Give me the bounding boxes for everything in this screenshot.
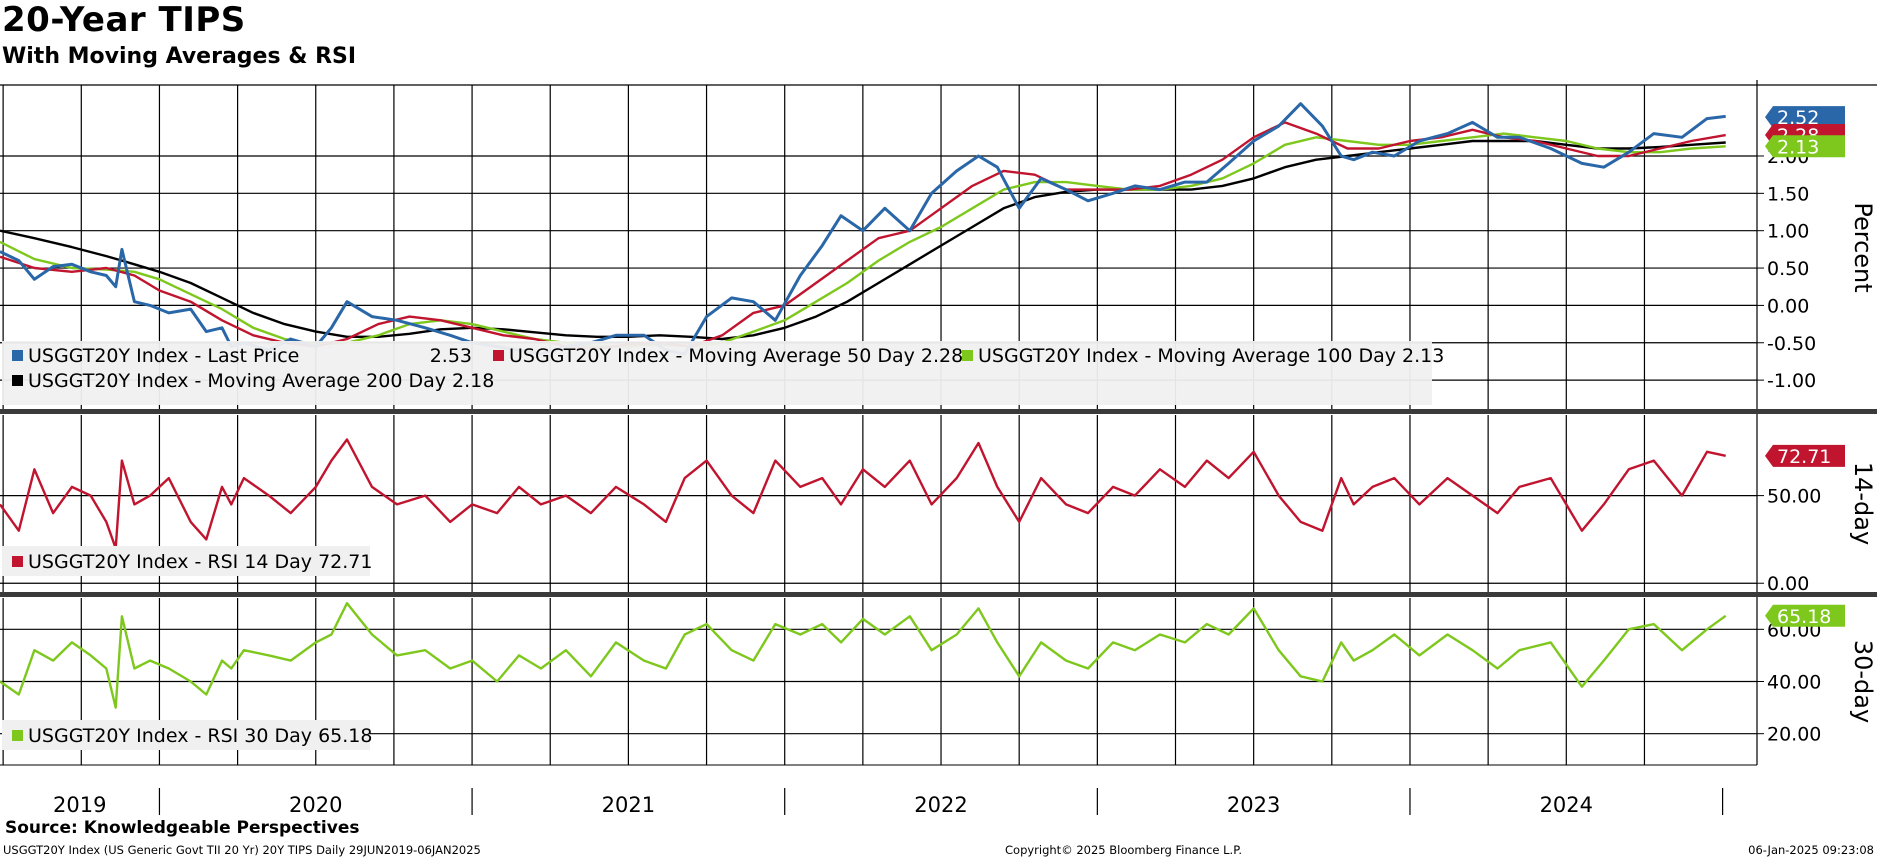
legend-bg — [2, 720, 370, 750]
y-tick-label: 0.50 — [1767, 258, 1809, 280]
legend-swatch — [962, 350, 973, 361]
y-tick-label: 0.00 — [1767, 295, 1809, 317]
value-tag-text: 65.18 — [1777, 606, 1831, 628]
value-tag: 2.52 — [1765, 106, 1845, 129]
series-line — [0, 602, 1727, 709]
legend-label: USGGT20Y Index - Moving Average 100 Day … — [978, 345, 1444, 367]
panel-separator — [0, 409, 1877, 414]
legend-value: 2.53 — [430, 345, 472, 367]
x-tick-label: 2020 — [289, 793, 342, 817]
x-tick-label: 2019 — [53, 793, 106, 817]
value-tag: 2.13 — [1765, 135, 1845, 158]
panel-rsi14: 50.00 0.00 14-day 72.71 USGGT20Y Index - RSI… — [0, 410, 1877, 595]
legend-label: USGGT20Y Index - Moving Average 200 Day … — [28, 370, 494, 392]
series-line — [0, 139, 1726, 341]
legend-swatch — [12, 556, 23, 567]
panel-separator — [0, 592, 1877, 597]
y-tick-label: -0.50 — [1767, 333, 1816, 355]
value-tag-text: 2.52 — [1777, 107, 1819, 129]
series-line — [0, 438, 1726, 550]
y-tick-label: 50.00 — [1767, 486, 1821, 508]
legend-label: USGGT20Y Index - Last Price — [28, 345, 299, 367]
source-note: Source: Knowledgeable Perspectives — [5, 818, 360, 838]
series-line — [0, 102, 1726, 356]
value-tag-bg — [1765, 604, 1845, 627]
x-axis: 2019 2020 2021 2022 2023 2024 — [0, 764, 1757, 817]
y-axis-label: 14-day — [1849, 462, 1877, 545]
legend-bg — [2, 341, 1432, 405]
value-tag-bg — [1765, 106, 1845, 129]
y-axis-label: Percent — [1849, 202, 1877, 292]
legend: USGGT20Y Index - RSI 30 Day 65.18 — [2, 720, 372, 750]
x-tick-label: 2024 — [1540, 793, 1593, 817]
value-tag-text: 72.71 — [1777, 446, 1831, 468]
y-tick-label: -1.00 — [1767, 370, 1816, 392]
x-tick-label: 2021 — [602, 793, 655, 817]
footer-ticker-info: USGGT20Y Index (US Generic Govt TII 20 Y… — [3, 843, 481, 857]
chart-subtitle: With Moving Averages & RSI — [2, 44, 357, 69]
value-tag-text: 2.13 — [1777, 136, 1819, 158]
footer-copyright: Copyright© 2025 Bloomberg Finance L.P. — [1005, 843, 1242, 857]
legend-swatch — [12, 350, 23, 361]
x-tick-label: 2022 — [914, 793, 967, 817]
value-tag: 72.71 — [1765, 444, 1845, 468]
y-axis-label: 30-day — [1849, 640, 1877, 723]
chart-title: 20-Year TIPS — [2, 0, 246, 40]
footer-timestamp: 06-Jan-2025 09:23:08 — [1748, 843, 1874, 857]
legend: USGGT20Y Index - Last Price 2.53 USGGT20Y … — [2, 341, 1444, 405]
y-tick-label: 0.00 — [1767, 573, 1809, 595]
y-tick-label: 40.00 — [1767, 672, 1821, 694]
legend-swatch — [12, 375, 23, 386]
legend-label: USGGT20Y Index - Moving Average 50 Day 2… — [509, 345, 963, 367]
legend-swatch — [12, 730, 23, 741]
value-tag: 65.18 — [1765, 604, 1845, 628]
y-tick-label: 20.00 — [1767, 724, 1821, 746]
chart-canvas: 2.001.501.000.500.00-0.50-1.00Percent2.5… — [0, 80, 1877, 817]
panel-price: 2.001.501.000.500.00-0.50-1.00Percent2.5… — [0, 80, 1877, 410]
value-tag-bg — [1765, 444, 1845, 467]
value-tag-bg — [1765, 135, 1845, 158]
y-tick-label: 1.00 — [1767, 221, 1809, 243]
legend-swatch — [493, 350, 504, 361]
legend-bg — [2, 546, 370, 576]
x-tick-label: 2023 — [1227, 793, 1280, 817]
legend-label: USGGT20Y Index - RSI 14 Day 72.71 — [28, 551, 372, 573]
y-tick-label: 1.50 — [1767, 183, 1809, 205]
legend-label: USGGT20Y Index - RSI 30 Day 65.18 — [28, 725, 372, 747]
legend: USGGT20Y Index - RSI 14 Day 72.71 — [2, 546, 372, 576]
